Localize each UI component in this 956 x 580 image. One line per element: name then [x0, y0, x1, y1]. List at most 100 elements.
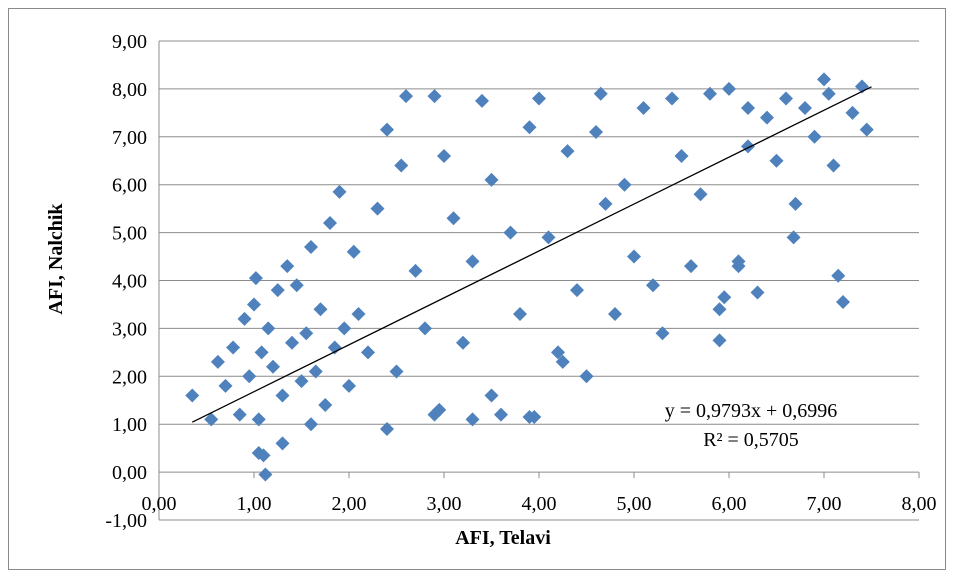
- data-point: [346, 244, 361, 259]
- x-tick-label: 1,00: [237, 493, 272, 515]
- data-point: [786, 230, 801, 245]
- x-tick-label: 4,00: [522, 493, 557, 515]
- data-point: [532, 91, 546, 106]
- data-point: [361, 345, 375, 360]
- trendline-group: [191, 86, 872, 423]
- data-point: [484, 172, 499, 187]
- data-point: [598, 196, 613, 211]
- data-point: [541, 230, 556, 245]
- data-point: [821, 86, 836, 101]
- data-point: [859, 122, 874, 137]
- data-point: [494, 407, 508, 422]
- data-point: [617, 177, 632, 192]
- data-point: [684, 259, 698, 274]
- data-point: [258, 467, 273, 482]
- data-point: [299, 326, 314, 341]
- data-point: [218, 378, 233, 393]
- data-point: [456, 335, 470, 350]
- data-point: [270, 283, 285, 298]
- data-point: [289, 278, 304, 293]
- data-point: [551, 345, 565, 360]
- data-point: [665, 91, 679, 106]
- data-point: [254, 345, 269, 360]
- data-point: [503, 225, 518, 240]
- data-point: [593, 86, 608, 101]
- y-tick-label: 6,00: [112, 175, 147, 197]
- data-point: [712, 333, 727, 348]
- data-point: [294, 374, 309, 389]
- data-point: [522, 120, 537, 135]
- y-tick-label: 0,00: [112, 462, 147, 484]
- trendline: [191, 86, 872, 423]
- data-point: [418, 321, 432, 336]
- data-point: [285, 335, 299, 350]
- data-point: [712, 302, 727, 317]
- data-point: [394, 158, 409, 173]
- data-point: [313, 302, 328, 317]
- data-point: [627, 249, 641, 264]
- data-point: [446, 211, 461, 226]
- data-point: [280, 259, 295, 274]
- data-point: [560, 144, 575, 159]
- data-point: [570, 283, 584, 298]
- scatter-chart: -1,000,001,002,003,004,005,006,007,008,0…: [45, 31, 937, 549]
- data-point: [437, 148, 451, 163]
- x-tick-label: 0,00: [142, 493, 177, 515]
- data-point: [304, 417, 318, 432]
- data-point: [266, 359, 280, 374]
- y-tick-label: 7,00: [112, 127, 147, 149]
- trendline-r-squared: R² = 0,5705: [703, 429, 799, 451]
- data-point: [484, 388, 499, 403]
- data-point: [769, 153, 784, 168]
- chart-frame: -1,00 0,00 1,00 2,00 3,00 4,00 5,00 6,00 7,00 8,0…: [8, 8, 946, 570]
- y-tick-label: 1,00: [112, 414, 147, 436]
- data-point: [251, 412, 266, 427]
- data-point: [788, 196, 803, 211]
- y-tick-labels: -1,00 0,00 1,00 2,00 3,00 4,00 5,00 6,00 7,00 8,0…: [105, 31, 147, 532]
- data-point: [475, 93, 489, 108]
- data-point: [608, 307, 622, 322]
- data-point: [817, 72, 831, 87]
- data-point: [342, 378, 356, 393]
- data-point: [323, 216, 337, 231]
- data-point: [807, 129, 822, 144]
- data-point: [247, 297, 261, 312]
- data-point: [427, 407, 442, 422]
- x-tick-label: 6,00: [712, 493, 747, 515]
- data-point: [237, 311, 252, 326]
- y-tick-label: 4,00: [112, 271, 147, 293]
- y-tick-label: 2,00: [112, 366, 147, 388]
- data-point: [555, 354, 570, 369]
- x-tick-label: 3,00: [427, 493, 462, 515]
- data-point: [741, 139, 755, 154]
- data-point: [646, 278, 660, 293]
- data-point: [185, 388, 200, 403]
- data-point: [831, 268, 846, 283]
- data-point: [845, 105, 860, 120]
- data-point: [332, 184, 347, 199]
- trendline-equation: y = 0,9793x + 0,6996: [665, 400, 838, 422]
- y-axis-title: AFI, Nalchik: [45, 203, 67, 315]
- data-point: [226, 340, 241, 355]
- y-tick-label: 5,00: [112, 223, 147, 245]
- y-tick-label: 9,00: [112, 31, 147, 53]
- data-point: [380, 421, 394, 436]
- data-point: [327, 340, 342, 355]
- data-point: [674, 148, 689, 163]
- data-point: [408, 263, 423, 278]
- x-tick-label: 5,00: [617, 493, 652, 515]
- y-tick-label: 3,00: [112, 318, 147, 340]
- data-point: [779, 91, 793, 106]
- data-point: [731, 259, 746, 274]
- data-point: [836, 295, 850, 310]
- data-point: [741, 101, 755, 116]
- data-point: [427, 89, 442, 104]
- x-tick-labels: 0,00 1,00 2,00 3,00 4,00 5,00 6,00 7,00 8,00: [142, 493, 937, 515]
- y-tick-label: 8,00: [112, 79, 147, 101]
- data-point: [248, 271, 263, 286]
- data-point: [232, 407, 247, 422]
- data-point: [513, 307, 527, 322]
- data-point: [251, 445, 266, 460]
- x-axis-title: AFI, Telavi: [455, 527, 551, 549]
- data-point: [399, 89, 413, 104]
